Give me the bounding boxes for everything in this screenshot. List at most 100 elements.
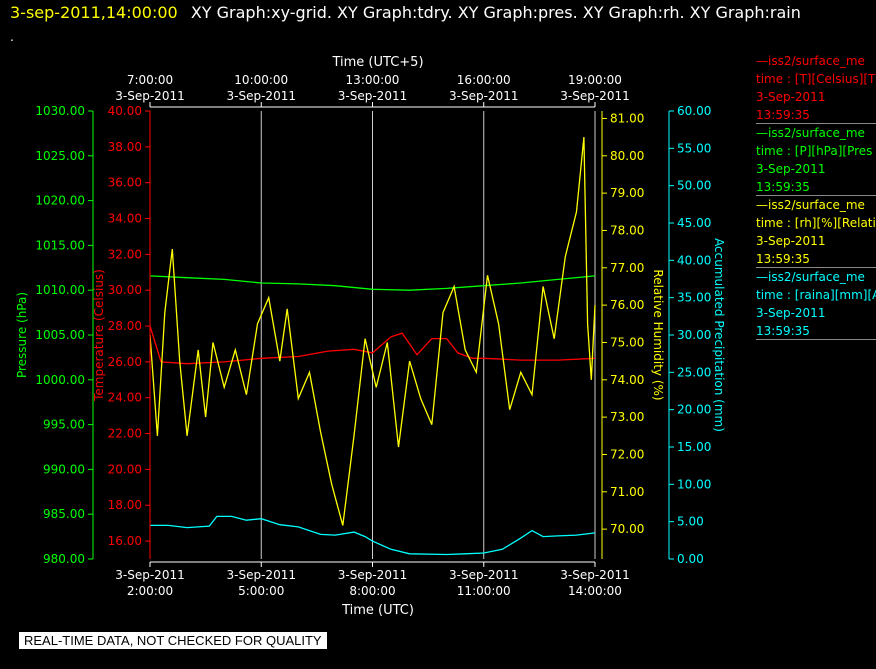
y-axis-title-temperature: Temperature (Celsius) bbox=[92, 269, 106, 402]
x-tick-label-top-time-1: 10:00:00 bbox=[234, 73, 288, 87]
x-tick-label-bottom-time-3: 11:00:00 bbox=[457, 584, 511, 598]
x-tick-label-bottom-time-4: 14:00:00 bbox=[568, 584, 622, 598]
y-tick-label-pressure-10: 1030.00 bbox=[35, 104, 85, 118]
legend-separator bbox=[756, 267, 876, 268]
y-tick-label-precip-8: 40.00 bbox=[677, 253, 711, 267]
legend-entry-line4: 13:59:35 bbox=[756, 180, 810, 194]
y-axis-title-precip: Accumulated Precipitation (mm) bbox=[712, 238, 726, 432]
legend-separator bbox=[756, 339, 876, 340]
legend-entry-line1: —iss2/surface_me bbox=[756, 126, 865, 140]
y-tick-label-precip-6: 30.00 bbox=[677, 328, 711, 342]
legend-entry-line4: 13:59:35 bbox=[756, 252, 810, 266]
legend-entry: —iss2/surface_me time : [raina][mm][A 3-Se… bbox=[756, 268, 876, 340]
y-tick-label-humidity-0: 70.00 bbox=[610, 522, 644, 536]
x-tick-label-bottom-time-2: 8:00:00 bbox=[349, 584, 395, 598]
y-axis-temperature: 16.00 18.00 20.00 22.00 24.00 26.00 28.00 30.00… bbox=[92, 104, 151, 559]
legend-entry-line3: 3-Sep-2011 bbox=[756, 90, 826, 104]
legend-entry-line2: time : [rh][%][Relati bbox=[756, 216, 876, 230]
series-line-pressure bbox=[149, 275, 596, 291]
y-tick-label-precip-4: 20.00 bbox=[677, 403, 711, 417]
quality-disclaimer: REAL-TIME DATA, NOT CHECKED FOR QUALITY bbox=[19, 632, 327, 649]
x-tick-label-bottom-date-3: 3-Sep-2011 bbox=[449, 568, 518, 582]
header-timestamp: 3-sep-2011,14:00:00 bbox=[10, 3, 178, 22]
y-tick-label-pressure-2: 990.00 bbox=[43, 462, 85, 476]
legend-entry-line1: —iss2/surface_me bbox=[756, 198, 865, 212]
x-tick-label-top-time-2: 13:00:00 bbox=[346, 73, 400, 87]
legend-entry-line2: time : [raina][mm][A bbox=[756, 288, 876, 302]
legend-entry-line1: —iss2/surface_me bbox=[756, 270, 865, 284]
y-tick-label-precip-12: 60.00 bbox=[677, 104, 711, 118]
y-tick-label-precip-3: 15.00 bbox=[677, 440, 711, 454]
legend-entry-line2: time : [P][hPa][Pres bbox=[756, 144, 873, 158]
axes-layer: 980.00 985.00 990.00 995.00 1000.00 1005.00 10… bbox=[15, 104, 726, 566]
y-tick-label-humidity-9: 79.00 bbox=[610, 186, 644, 200]
x-tick-label-top-date-0: 3-Sep-2011 bbox=[115, 89, 184, 103]
x-tick-label-top-date-2: 3-Sep-2011 bbox=[338, 89, 407, 103]
y-tick-label-humidity-11: 81.00 bbox=[610, 111, 644, 125]
x-tick-label-bottom-date-1: 3-Sep-2011 bbox=[227, 568, 296, 582]
y-tick-label-pressure-8: 1020.00 bbox=[35, 194, 85, 208]
y-tick-label-temperature-12: 40.00 bbox=[108, 104, 142, 118]
x-tick-label-bottom-date-2: 3-Sep-2011 bbox=[338, 568, 407, 582]
y-tick-label-pressure-5: 1005.00 bbox=[35, 328, 85, 342]
header-dot: . bbox=[10, 30, 14, 44]
series-line-precip bbox=[150, 515, 596, 556]
y-tick-label-pressure-3: 995.00 bbox=[43, 418, 85, 432]
y-tick-label-humidity-2: 72.00 bbox=[610, 447, 644, 461]
series-line-temperature bbox=[149, 325, 596, 365]
y-tick-label-humidity-6: 76.00 bbox=[610, 298, 644, 312]
x-tick-label-top-time-0: 7:00:00 bbox=[127, 73, 173, 87]
x-tick-label-top-time-3: 16:00:00 bbox=[457, 73, 511, 87]
series-layer bbox=[149, 137, 596, 556]
header-graph-list: XY Graph:xy-grid. XY Graph:tdry. XY Grap… bbox=[190, 3, 801, 22]
x-tick-label-top-date-4: 3-Sep-2011 bbox=[560, 89, 629, 103]
y-tick-label-temperature-7: 30.00 bbox=[108, 283, 142, 297]
x-axes-layer: 3-Sep-2011 2:00:00 3-Sep-2011 5:00:00 3-Sep-… bbox=[115, 73, 629, 598]
y-tick-label-precip-7: 35.00 bbox=[677, 291, 711, 305]
y-tick-label-pressure-4: 1000.00 bbox=[35, 373, 85, 387]
x-tick-label-bottom-date-4: 3-Sep-2011 bbox=[560, 568, 629, 582]
legend-entry-line4: 13:59:35 bbox=[756, 324, 810, 338]
legend-separator bbox=[756, 195, 876, 196]
x-tick-label-top-date-1: 3-Sep-2011 bbox=[227, 89, 296, 103]
y-tick-label-humidity-7: 77.00 bbox=[610, 261, 644, 275]
y-tick-label-humidity-8: 78.00 bbox=[610, 223, 644, 237]
legend-entry-line1: —iss2/surface_me bbox=[756, 54, 865, 68]
y-tick-label-precip-0: 0.00 bbox=[677, 552, 704, 566]
y-tick-label-humidity-5: 75.00 bbox=[610, 335, 644, 349]
y-tick-label-temperature-2: 20.00 bbox=[108, 462, 142, 476]
header-title: 3-sep-2011,14:00:00 XY Graph:xy-grid. XY… bbox=[10, 3, 801, 22]
x-tick-label-bottom-date-0: 3-Sep-2011 bbox=[115, 568, 184, 582]
y-tick-label-temperature-6: 28.00 bbox=[108, 319, 142, 333]
y-tick-label-pressure-6: 1010.00 bbox=[35, 283, 85, 297]
y-tick-label-temperature-10: 36.00 bbox=[108, 176, 142, 190]
y-tick-label-temperature-9: 34.00 bbox=[108, 212, 142, 226]
y-tick-label-temperature-8: 32.00 bbox=[108, 247, 142, 261]
x-axis-title-bottom: Time (UTC) bbox=[341, 603, 414, 618]
x-axis-title-top: Time (UTC+5) bbox=[331, 55, 423, 70]
y-tick-label-pressure-0: 980.00 bbox=[43, 552, 85, 566]
legend-entry-line3: 3-Sep-2011 bbox=[756, 162, 826, 176]
y-tick-label-temperature-4: 24.00 bbox=[108, 391, 142, 405]
y-tick-label-precip-5: 25.00 bbox=[677, 365, 711, 379]
legend-separator bbox=[756, 123, 876, 124]
y-axis-title-pressure: Pressure (hPa) bbox=[15, 292, 29, 378]
y-tick-label-pressure-7: 1015.00 bbox=[35, 238, 85, 252]
y-tick-label-precip-10: 50.00 bbox=[677, 179, 711, 193]
y-tick-label-precip-2: 10.00 bbox=[677, 477, 711, 491]
y-tick-label-temperature-0: 16.00 bbox=[108, 534, 142, 548]
y-tick-label-humidity-10: 80.00 bbox=[610, 149, 644, 163]
y-tick-label-humidity-4: 74.00 bbox=[610, 373, 644, 387]
y-axis-precip: 0.00 5.00 10.00 15.00 20.00 25.00 30.00 35.00 40… bbox=[668, 104, 726, 566]
y-tick-label-precip-11: 55.00 bbox=[677, 141, 711, 155]
x-tick-label-top-time-4: 19:00:00 bbox=[568, 73, 622, 87]
y-tick-label-pressure-9: 1025.00 bbox=[35, 149, 85, 163]
y-tick-label-temperature-1: 18.00 bbox=[108, 498, 142, 512]
y-tick-label-humidity-1: 71.00 bbox=[610, 485, 644, 499]
y-tick-label-precip-9: 45.00 bbox=[677, 216, 711, 230]
legend-entry-line3: 3-Sep-2011 bbox=[756, 234, 826, 248]
series-line-humidity bbox=[149, 137, 596, 526]
